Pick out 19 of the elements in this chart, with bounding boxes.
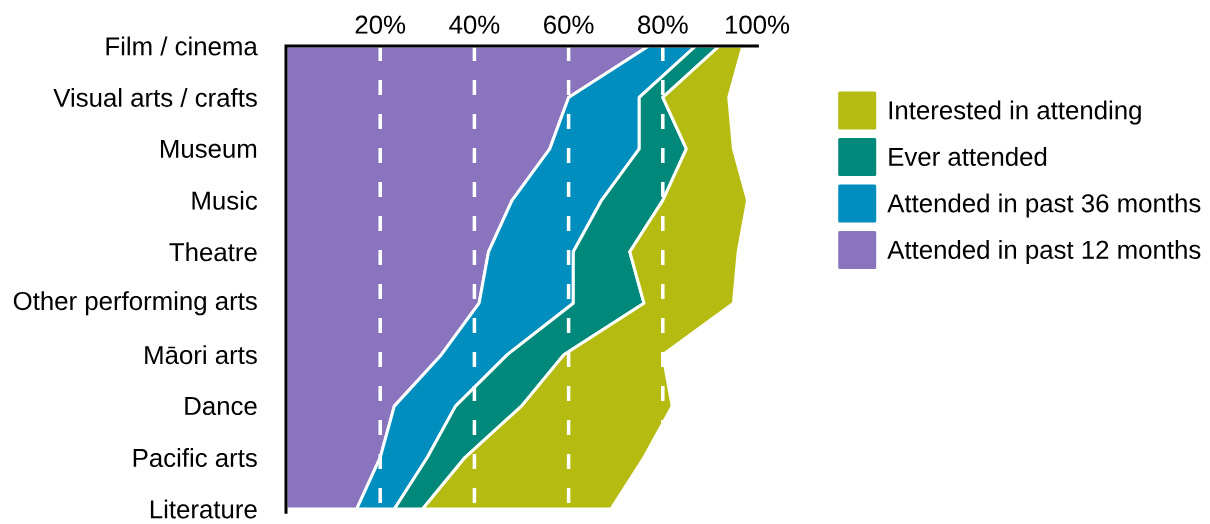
- y-tick-label: Theatre: [169, 242, 257, 262]
- legend-label: Interested in attending: [889, 100, 1141, 125]
- y-tick-label: Dance: [185, 397, 257, 416]
- y-tick-label: Māori arts: [145, 345, 257, 365]
- y-tick-label: Museum: [160, 139, 257, 158]
- x-tick-label: 60%: [544, 15, 594, 34]
- x-tick-label: 80%: [638, 15, 688, 34]
- x-tick-label: 100%: [725, 15, 790, 34]
- y-tick-label: Pacific arts: [133, 448, 257, 468]
- x-tick-label: 20%: [355, 15, 406, 34]
- legend-label: Attended in past 36 months: [887, 193, 1201, 218]
- y-tick-label: Film / cinema: [106, 36, 258, 56]
- y-tick-label: Visual arts / crafts: [53, 87, 257, 107]
- y-tick-label: Other performing arts: [13, 291, 257, 316]
- y-tick-label: Literature: [150, 499, 257, 519]
- x-tick-label: 40%: [449, 15, 500, 34]
- y-tick-label: Music: [192, 190, 258, 210]
- legend-label: Ever attended: [889, 146, 1047, 166]
- legend-label: Attended in past 12 months: [887, 239, 1201, 265]
